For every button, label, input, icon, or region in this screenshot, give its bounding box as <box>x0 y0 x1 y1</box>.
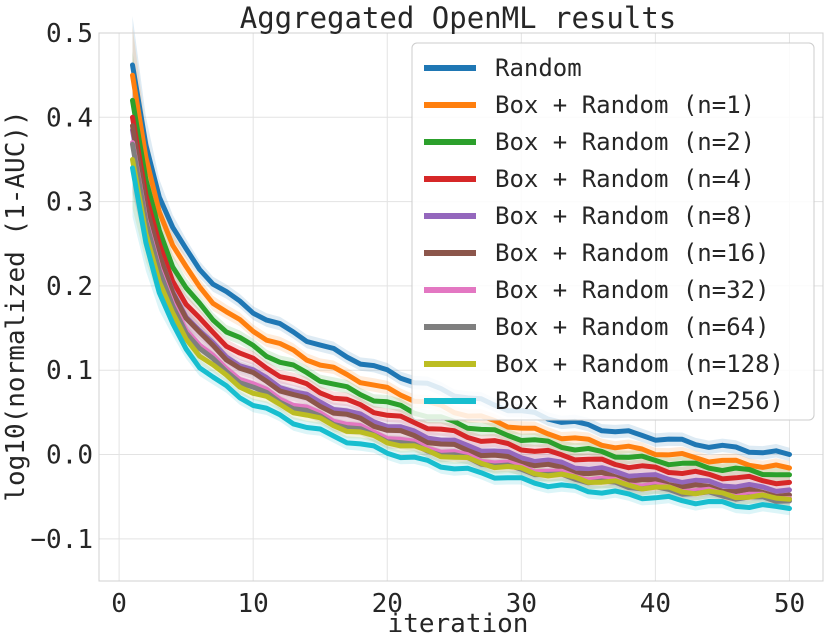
legend-entry: Box + Random (n=2) <box>495 128 755 156</box>
y-axis-label: log10(normalized (1-AUC)) <box>1 110 31 501</box>
series-line <box>130 114 792 487</box>
y-tick-labels: −0.1 0.0 0.1 0.2 0.3 0.4 0.5 <box>30 19 93 555</box>
y-tick-label: −0.1 <box>30 525 93 555</box>
series-line <box>130 157 792 502</box>
chart-title: Aggregated OpenML results <box>240 1 677 35</box>
confidence-band <box>132 68 790 491</box>
legend-entry: Box + Random (n=128) <box>495 350 784 378</box>
legend-entry: Box + Random (n=1) <box>495 91 755 119</box>
x-axis-label: iteration <box>388 609 529 639</box>
x-tick-label: 40 <box>640 589 671 619</box>
x-tick-label: 10 <box>238 589 269 619</box>
x-tick-label: 30 <box>506 589 537 619</box>
legend-entry: Box + Random (n=64) <box>495 313 770 341</box>
legend-box <box>411 42 815 421</box>
series-line <box>130 97 792 478</box>
legend-entry: Box + Random (n=32) <box>495 276 770 304</box>
y-tick-label: 0.2 <box>46 272 93 302</box>
y-tick-label: 0.3 <box>46 188 93 218</box>
y-tick-label: 0.1 <box>46 356 93 386</box>
legend-entry: Box + Random (n=16) <box>495 239 770 267</box>
legend-entry: Box + Random (n=8) <box>495 202 755 230</box>
series-line <box>130 123 792 499</box>
x-tick-labels: 0 10 20 30 40 50 <box>111 589 805 619</box>
y-tick-label: 0.0 <box>46 441 93 471</box>
legend: Random Box + Random (n=1) Box + Random (n=… <box>411 42 815 421</box>
x-tick-label: 20 <box>372 589 403 619</box>
y-tick-label: 0.5 <box>46 19 93 49</box>
legend-entry: Box + Random (n=256) <box>495 387 784 415</box>
x-tick-label: 0 <box>111 589 127 619</box>
legend-entry: Random <box>495 54 582 82</box>
plot-area-frame <box>98 32 824 582</box>
y-tick-label: 0.4 <box>46 103 93 133</box>
legend-entry: Box + Random (n=4) <box>495 165 755 193</box>
confidence-band <box>132 93 790 506</box>
series-line <box>130 165 792 511</box>
x-tick-label: 50 <box>774 589 805 619</box>
